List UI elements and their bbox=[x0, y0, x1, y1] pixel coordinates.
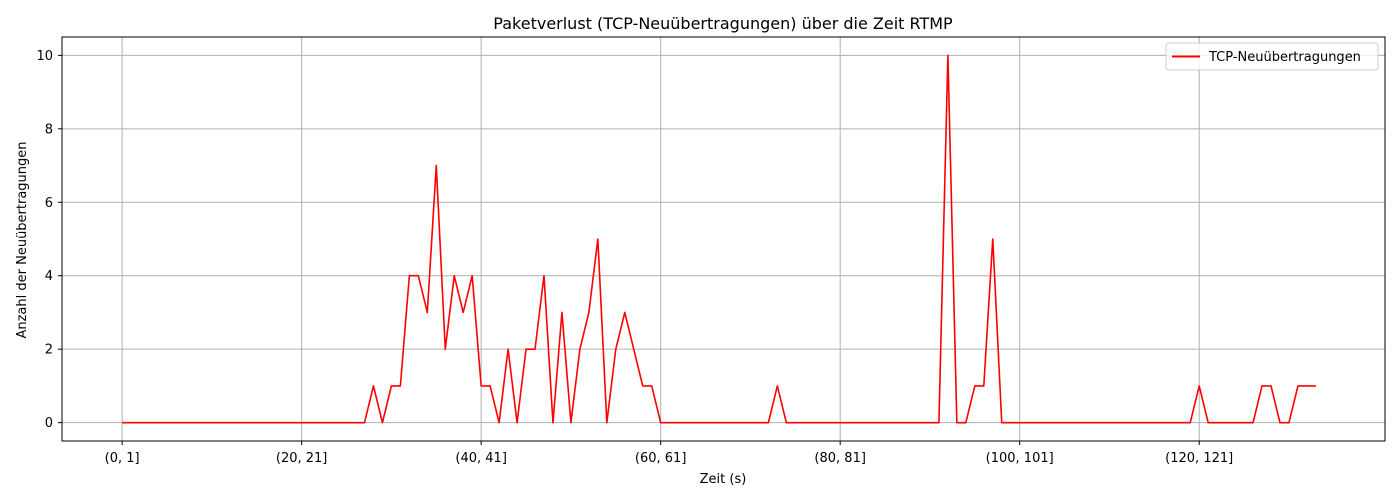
x-tick-label: (40, 41] bbox=[455, 451, 507, 466]
y-tick-label: 6 bbox=[45, 196, 53, 211]
x-tick-label: (0, 1] bbox=[105, 451, 140, 466]
legend: TCP-Neuübertragungen bbox=[1165, 42, 1379, 71]
plot-frame bbox=[61, 36, 1386, 442]
chart-title: Paketverlust (TCP-Neuübertragungen) über… bbox=[493, 14, 953, 33]
series-layer bbox=[122, 54, 1316, 424]
y-tick-label: 4 bbox=[45, 269, 53, 284]
x-axis: (0, 1] (20, 21] (40, 41] (60, 61] (80, 81] (1… bbox=[105, 441, 1233, 466]
series-line bbox=[122, 54, 1316, 424]
x-tick-label: (60, 61] bbox=[635, 451, 687, 466]
y-tick-label: 10 bbox=[36, 49, 53, 64]
y-tick-label: 2 bbox=[45, 343, 53, 358]
y-axis-label: Anzahl der Neuübertragungen bbox=[15, 141, 30, 338]
legend-box bbox=[1165, 42, 1379, 71]
legend-label: TCP-Neuübertragungen bbox=[1208, 50, 1361, 65]
grid-lines bbox=[62, 37, 1385, 441]
x-tick-label: (100, 101] bbox=[986, 451, 1054, 466]
x-axis-label: Zeit (s) bbox=[700, 472, 747, 487]
x-tick-label: (80, 81] bbox=[814, 451, 866, 466]
y-tick-label: 0 bbox=[45, 416, 53, 431]
y-tick-label: 8 bbox=[45, 122, 53, 137]
x-tick-label: (20, 21] bbox=[276, 451, 328, 466]
y-axis: 0 2 4 6 8 10 bbox=[36, 49, 62, 431]
x-tick-label: (120, 121] bbox=[1165, 451, 1233, 466]
